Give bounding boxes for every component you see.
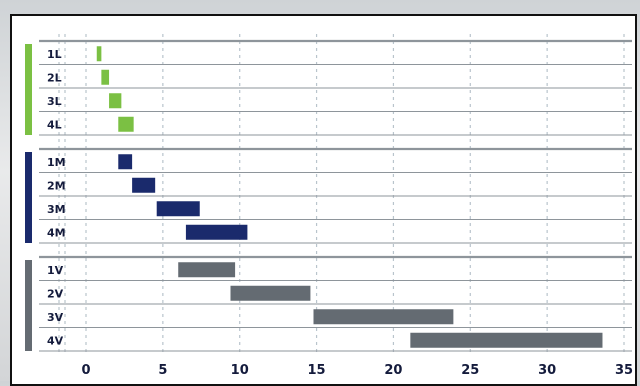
range-bar-chart: 1L 2L 3L 4L 1M 2M 3M 4M 1V 2V 3V 4V 0 5 10 15 20 25 30 35 — [25, 34, 633, 378]
bar-3L — [109, 93, 122, 109]
row-label-4V: 4V — [47, 334, 64, 347]
bar-4L — [118, 116, 134, 132]
x-tick-label-10: 10 — [231, 363, 249, 378]
bar-2V — [230, 285, 311, 301]
bar-1L — [96, 46, 102, 62]
x-tick-label-25: 25 — [461, 363, 479, 378]
bar-1M — [118, 154, 133, 170]
group-bar-V — [25, 260, 32, 351]
row-label-3M: 3M — [47, 203, 66, 216]
x-tick-label-5: 5 — [158, 363, 167, 378]
bar-4M — [185, 224, 248, 240]
bar-3M — [156, 201, 200, 217]
bar-2M — [132, 177, 156, 193]
row-label-3L: 3L — [47, 95, 62, 108]
bar-3V — [313, 309, 454, 325]
row-label-1M: 1M — [47, 156, 66, 169]
row-label-1V: 1V — [47, 264, 64, 277]
row-label-3V: 3V — [47, 311, 64, 324]
x-tick-label-20: 20 — [384, 363, 402, 378]
row-label-4M: 4M — [47, 226, 66, 239]
group-bar-L — [25, 44, 32, 135]
x-tick-label-15: 15 — [308, 363, 326, 378]
group-bar-M — [25, 152, 32, 243]
bar-4V — [410, 332, 603, 348]
row-label-4L: 4L — [47, 118, 62, 131]
bar-2L — [101, 69, 110, 85]
row-label-2L: 2L — [47, 71, 62, 84]
row-label-2V: 2V — [47, 287, 64, 300]
x-tick-label-35: 35 — [615, 363, 633, 378]
row-label-2M: 2M — [47, 179, 66, 192]
x-tick-label-30: 30 — [538, 363, 556, 378]
chart-frame: 1L 2L 3L 4L 1M 2M 3M 4M 1V 2V 3V 4V 0 5 10 15 20 25 30 35 — [10, 14, 637, 386]
row-label-1L: 1L — [47, 48, 62, 61]
bar-1V — [178, 262, 236, 278]
x-tick-label-0: 0 — [81, 363, 90, 378]
